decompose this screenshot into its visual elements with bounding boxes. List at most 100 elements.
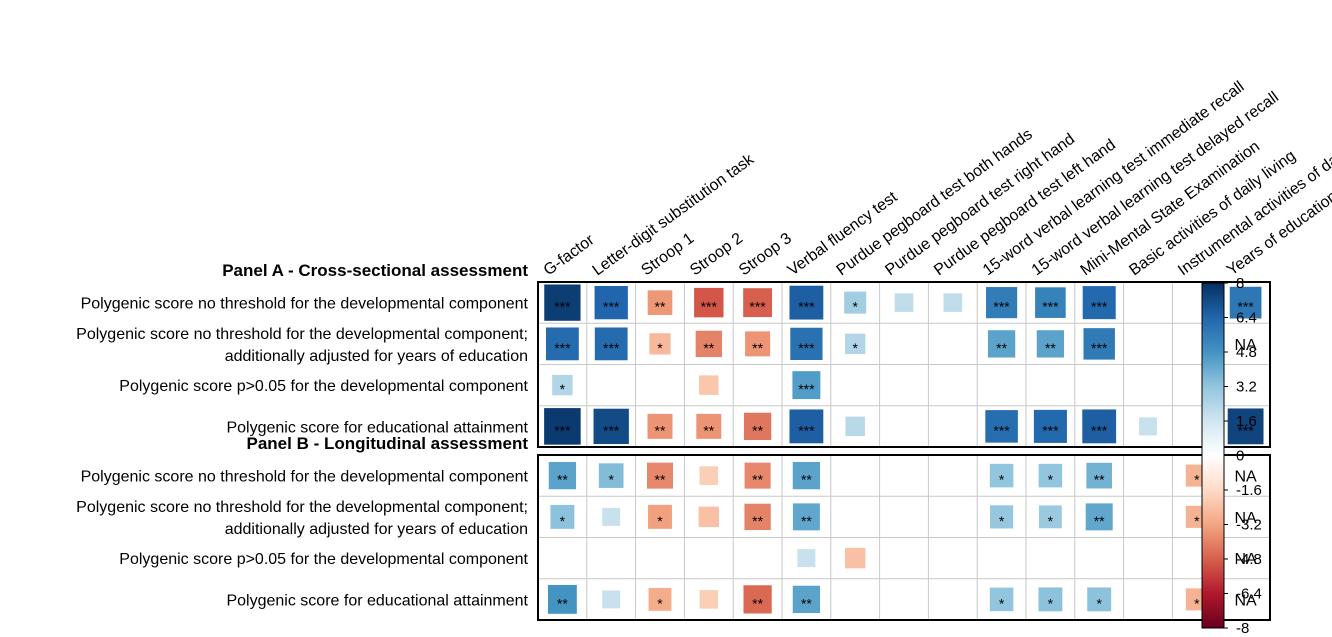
significance-stars: ** [557, 472, 568, 488]
heatmap-cell [699, 590, 719, 609]
significance-stars: *** [701, 299, 718, 315]
heatmap-cell [990, 505, 1014, 529]
colorbar-tick-label: -6.4 [1236, 586, 1262, 603]
colorbar-tick-label: 1.6 [1236, 413, 1257, 430]
significance-stars: * [1096, 595, 1102, 611]
significance-stars: ** [1094, 472, 1105, 488]
heatmap-cell [552, 374, 573, 396]
na-label: NA [1234, 510, 1257, 527]
row-label: Polygenic score no threshold for the dev… [81, 296, 529, 313]
heatmap-cell [1139, 417, 1157, 436]
na-label: NA [1234, 592, 1257, 609]
heatmap-cell [845, 416, 865, 437]
heatmap-cell [792, 461, 821, 490]
heatmap-cell [745, 331, 771, 357]
significance-stars: ** [655, 422, 666, 438]
row-label: Polygenic score no threshold for the dev… [76, 499, 528, 516]
colorbar-tick-label: -4.8 [1236, 551, 1262, 568]
heatmap-cell [594, 285, 628, 320]
heatmap-cell [699, 375, 719, 395]
significance-stars: *** [749, 299, 766, 315]
significance-stars: * [999, 595, 1005, 611]
significance-stars: ** [1094, 513, 1105, 529]
colorbar-tick-label: 4.8 [1236, 344, 1257, 361]
row-label: Polygenic score no threshold for the dev… [81, 469, 529, 486]
significance-stars: *** [554, 299, 571, 315]
significance-stars: ** [752, 340, 763, 356]
heatmap-cell [1082, 286, 1116, 320]
heatmap-cell [789, 285, 824, 320]
significance-stars: * [852, 299, 858, 315]
heatmap-cell [594, 327, 628, 361]
significance-stars: ** [801, 513, 812, 529]
significance-stars: *** [603, 299, 620, 315]
significance-stars: ** [752, 513, 763, 529]
heatmap-cell [1087, 587, 1112, 612]
significance-stars: *** [1091, 299, 1108, 315]
significance-stars: * [999, 513, 1005, 529]
significance-stars: *** [1237, 299, 1254, 315]
heatmap-cell [1036, 330, 1065, 358]
row-label: Polygenic score for educational attainme… [226, 592, 528, 609]
significance-stars: ** [1045, 340, 1056, 356]
heatmap-cell [792, 503, 820, 531]
panel-title: Panel A - Cross-sectional assessment [222, 261, 528, 280]
heatmap-cell [789, 409, 824, 444]
heatmap-cell [743, 585, 772, 614]
significance-stars: * [608, 472, 614, 488]
colorbar-tick-label: -8 [1236, 620, 1249, 637]
heatmap-cell [844, 547, 866, 569]
significance-stars: * [657, 340, 663, 356]
significance-stars: * [657, 513, 663, 529]
significance-stars: ** [801, 595, 812, 611]
panel-title: Panel B - Longitudinal assessment [246, 434, 528, 453]
significance-stars: ** [655, 472, 666, 488]
significance-stars: * [1048, 513, 1054, 529]
colorbar-tick-label: 0 [1236, 448, 1244, 465]
colorbar-tick-label: -3.2 [1236, 517, 1262, 534]
column-label: Stroop 2 [687, 230, 746, 279]
column-label: Stroop 3 [736, 230, 795, 279]
row-label: Polygenic score p>0.05 for the developme… [119, 551, 528, 568]
significance-stars: * [1194, 595, 1200, 611]
na-label: NA [1234, 551, 1257, 568]
heatmap-cell [1035, 287, 1066, 318]
heatmap-cell [1038, 463, 1063, 488]
heatmap-cell [602, 590, 621, 609]
heatmap-cell [1083, 328, 1115, 360]
heatmap-cell [699, 466, 719, 485]
significance-stars: ** [557, 595, 568, 611]
heatmap-cell [1229, 286, 1262, 319]
row-label: additionally adjusted for years of educa… [225, 521, 528, 538]
significance-stars: ** [752, 472, 763, 488]
heatmap-cell [1085, 503, 1113, 531]
heatmap-cell [1227, 408, 1264, 445]
colorbar-tick-label: 3.2 [1236, 379, 1257, 396]
significance-stars: *** [798, 340, 815, 356]
significance-stars: *** [554, 340, 571, 356]
significance-stars: *** [603, 422, 620, 438]
heatmap-cell [649, 333, 671, 355]
heatmap-cell [547, 584, 577, 614]
significance-stars: *** [993, 422, 1010, 438]
heatmap-cell [986, 287, 1018, 319]
heatmap-cell [544, 408, 581, 445]
significance-stars: ** [703, 340, 714, 356]
heatmap-cell [790, 327, 823, 361]
significance-stars: *** [1042, 299, 1059, 315]
significance-stars: ** [655, 299, 666, 315]
significance-stars: ** [752, 422, 763, 438]
colorbar [1201, 282, 1225, 629]
significance-stars: *** [603, 340, 620, 356]
significance-stars: *** [1042, 422, 1059, 438]
heatmap-cell [792, 371, 821, 400]
na-label: NA [1234, 337, 1257, 354]
colorbar-tick-label: 8 [1236, 275, 1244, 292]
heatmap-cell [989, 587, 1014, 612]
heatmap-cell [743, 288, 773, 318]
row-label: Polygenic score p>0.05 for the developme… [119, 378, 528, 395]
significance-stars: *** [798, 299, 815, 315]
significance-stars: *** [798, 381, 815, 397]
significance-stars: * [1194, 472, 1200, 488]
